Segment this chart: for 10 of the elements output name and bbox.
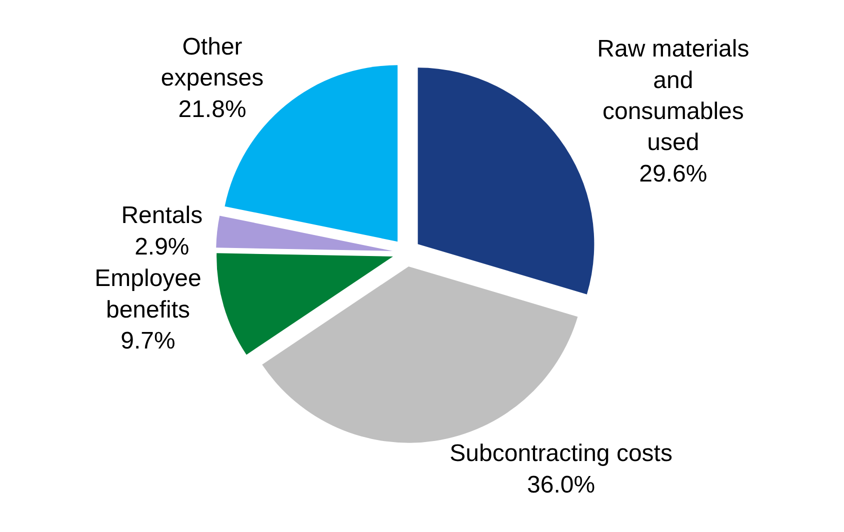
data-label: 9.7% [120, 327, 176, 354]
slice-label: Employee benefits [94, 265, 202, 324]
data-label: 29.6% [639, 160, 708, 188]
slice-label: Rentals [121, 202, 203, 230]
slice-label: Subcontracting costs [450, 440, 672, 468]
data-label: 2.9% [134, 233, 190, 260]
data-label: 21.8% [178, 96, 246, 123]
data-label: 36.0% [527, 471, 596, 498]
slice-label: Raw materials and consumables used [597, 36, 750, 156]
slice-label: Other expenses [160, 33, 264, 92]
